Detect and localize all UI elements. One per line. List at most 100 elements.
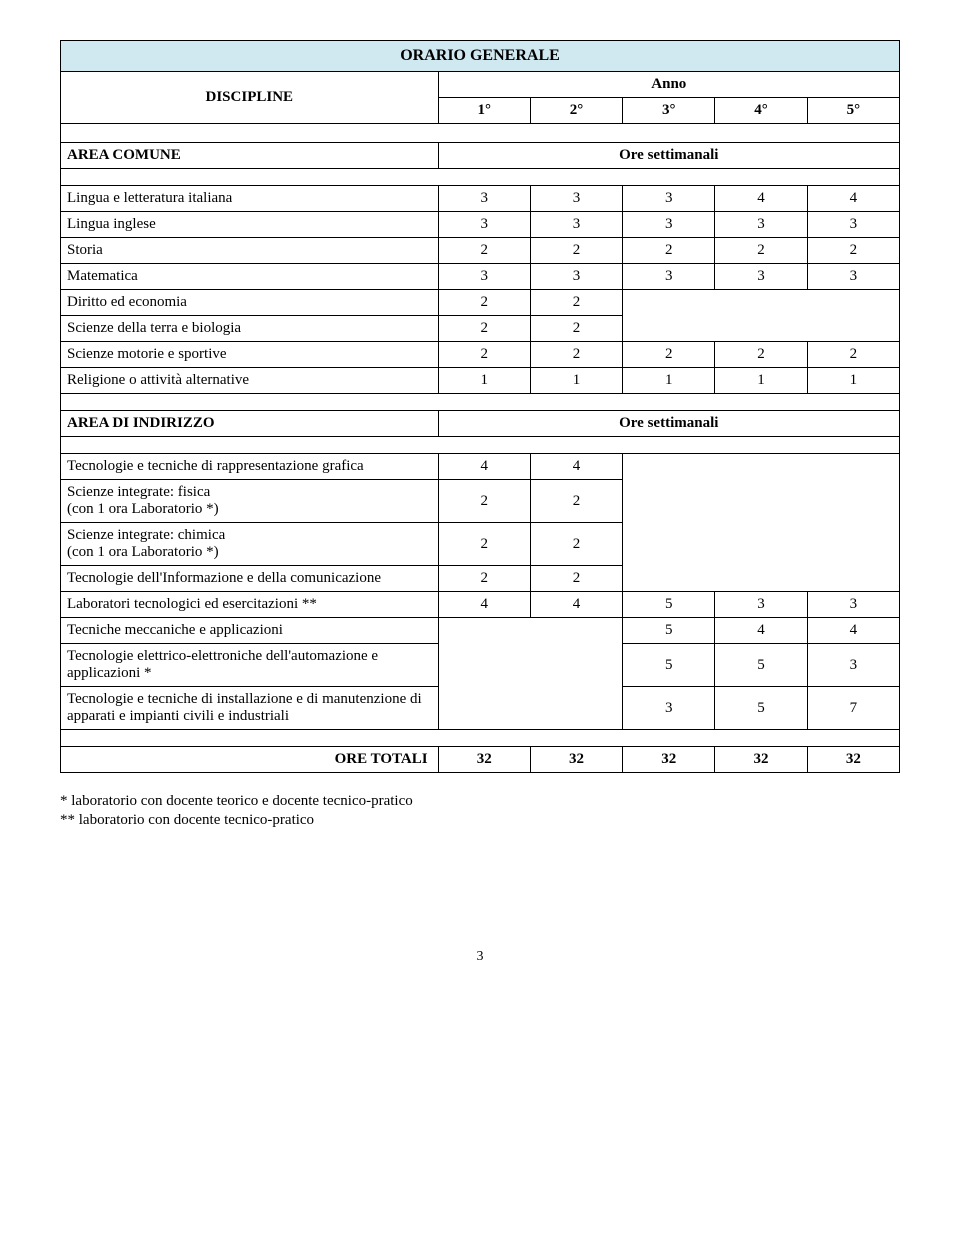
totali-cell: 32: [530, 747, 622, 773]
cell: 3: [715, 592, 807, 618]
cell: 4: [807, 618, 899, 644]
table-row: Tecniche meccaniche e applicazioni 5 4 4: [61, 618, 900, 644]
area-comune-ore: Ore settimanali: [438, 143, 899, 169]
cell: 2: [438, 523, 530, 566]
cell: 2: [438, 566, 530, 592]
cell: 4: [807, 186, 899, 212]
totali-label: ORE TOTALI: [61, 747, 439, 773]
spacer: [61, 437, 900, 454]
cell: 3: [623, 186, 715, 212]
cell: 5: [623, 644, 715, 687]
row-label: Scienze motorie e sportive: [61, 342, 439, 368]
row-label: Laboratori tecnologici ed esercitazioni …: [61, 592, 439, 618]
footnote-2: ** laboratorio con docente tecnico-prati…: [60, 812, 900, 829]
cell: 7: [807, 687, 899, 730]
year-col-2: 2°: [530, 98, 622, 124]
row-label: Storia: [61, 238, 439, 264]
table-row: Lingua e letteratura italiana 3 3 3 4 4: [61, 186, 900, 212]
row-label: Tecnologie dell'Informazione e della com…: [61, 566, 439, 592]
row-label: Scienze integrate: fisica (con 1 ora Lab…: [61, 480, 439, 523]
cell: 2: [530, 290, 622, 316]
cell: 2: [623, 238, 715, 264]
row-label: Scienze integrate: chimica (con 1 ora La…: [61, 523, 439, 566]
cell: 5: [623, 592, 715, 618]
cell: 2: [438, 342, 530, 368]
cell: 2: [807, 342, 899, 368]
table-row: Lingua inglese 3 3 3 3 3: [61, 212, 900, 238]
row-label: Tecnologie e tecniche di installazione e…: [61, 687, 439, 730]
cell: 3: [530, 186, 622, 212]
spacer: [61, 124, 900, 143]
cell: 3: [623, 687, 715, 730]
cell: 2: [807, 238, 899, 264]
year-col-4: 4°: [715, 98, 807, 124]
page-number: 3: [60, 949, 900, 965]
cell: 5: [715, 644, 807, 687]
cell: 3: [807, 264, 899, 290]
cell: 3: [715, 212, 807, 238]
row-label: Religione o attività alternative: [61, 368, 439, 394]
cell: 5: [715, 687, 807, 730]
totali-cell: 32: [438, 747, 530, 773]
cell: 2: [530, 316, 622, 342]
cell: 3: [623, 264, 715, 290]
area-indirizzo-ore: Ore settimanali: [438, 411, 899, 437]
cell: 2: [623, 342, 715, 368]
table-row: Laboratori tecnologici ed esercitazioni …: [61, 592, 900, 618]
spacer: [61, 394, 900, 411]
cell: 2: [438, 238, 530, 264]
row-label: Scienze della terra e biologia: [61, 316, 439, 342]
year-col-5: 5°: [807, 98, 899, 124]
year-col-1: 1°: [438, 98, 530, 124]
table-title: ORARIO GENERALE: [61, 41, 900, 72]
cell: 1: [623, 368, 715, 394]
cell: 3: [530, 264, 622, 290]
cell: 4: [530, 592, 622, 618]
totali-cell: 32: [623, 747, 715, 773]
spacer: [61, 730, 900, 747]
table-row: Scienze motorie e sportive 2 2 2 2 2: [61, 342, 900, 368]
cell: 4: [530, 454, 622, 480]
cell: 2: [530, 480, 622, 523]
area-comune-label: AREA COMUNE: [61, 143, 439, 169]
discipline-header: DISCIPLINE: [61, 72, 439, 124]
cell: 2: [438, 480, 530, 523]
row-label: Matematica: [61, 264, 439, 290]
cell: 3: [623, 212, 715, 238]
table-row: Religione o attività alternative 1 1 1 1…: [61, 368, 900, 394]
cell: 2: [438, 290, 530, 316]
cell: 3: [530, 212, 622, 238]
cell: 4: [715, 186, 807, 212]
cell: 3: [807, 212, 899, 238]
schedule-table: ORARIO GENERALE DISCIPLINE Anno 1° 2° 3°…: [60, 40, 900, 773]
cell: 3: [438, 186, 530, 212]
row-label: Diritto ed economia: [61, 290, 439, 316]
empty-cell: [438, 618, 623, 730]
cell: 2: [715, 238, 807, 264]
year-col-3: 3°: [623, 98, 715, 124]
cell: 3: [438, 212, 530, 238]
table-row: Tecnologie e tecniche di rappresentazion…: [61, 454, 900, 480]
table-row: Storia 2 2 2 2 2: [61, 238, 900, 264]
row-label: Lingua inglese: [61, 212, 439, 238]
cell: 2: [530, 566, 622, 592]
cell: 4: [715, 618, 807, 644]
cell: 3: [807, 592, 899, 618]
footnote-1: * laboratorio con docente teorico e doce…: [60, 793, 900, 810]
cell: 1: [715, 368, 807, 394]
cell: 2: [438, 316, 530, 342]
row-label: Tecniche meccaniche e applicazioni: [61, 618, 439, 644]
cell: 1: [530, 368, 622, 394]
cell: 2: [530, 238, 622, 264]
cell: 2: [715, 342, 807, 368]
cell: 1: [438, 368, 530, 394]
row-label: Tecnologie elettrico-elettroniche dell'a…: [61, 644, 439, 687]
area-indirizzo-label: AREA DI INDIRIZZO: [61, 411, 439, 437]
cell: 4: [438, 592, 530, 618]
empty-cell: [623, 454, 900, 592]
row-label: Tecnologie e tecniche di rappresentazion…: [61, 454, 439, 480]
totali-cell: 32: [715, 747, 807, 773]
anno-header: Anno: [438, 72, 899, 98]
totali-cell: 32: [807, 747, 899, 773]
cell: 5: [623, 618, 715, 644]
